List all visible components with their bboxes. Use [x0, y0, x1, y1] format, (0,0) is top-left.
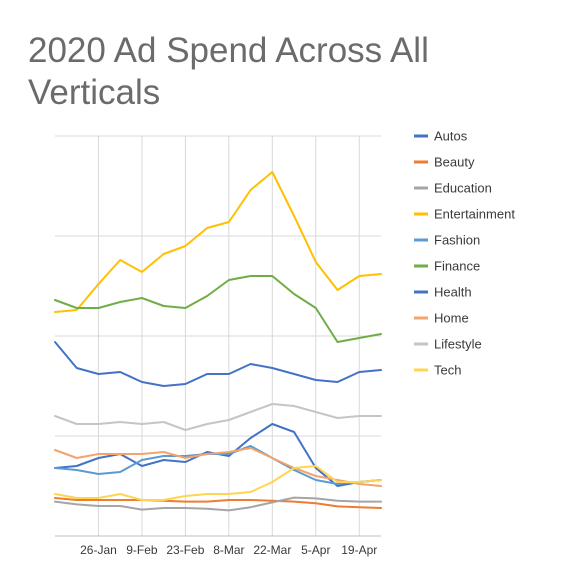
- legend-label-autos: Autos: [434, 129, 468, 144]
- series-line-home: [54, 447, 382, 487]
- series-layer: [54, 171, 382, 512]
- legend-label-fashion: Fashion: [434, 233, 480, 248]
- legend: Autos Beauty Education Entertainment Fashion…: [414, 129, 515, 378]
- series-line-tech: [54, 465, 382, 501]
- legend-label-education: Education: [434, 181, 492, 196]
- legend-label-health: Health: [434, 285, 472, 300]
- x-tick-label: 8-Mar: [213, 543, 244, 557]
- x-tick-label: 5-Apr: [301, 543, 330, 557]
- series-line-beauty: [54, 497, 382, 509]
- legend-label-home: Home: [434, 311, 469, 326]
- legend-label-beauty: Beauty: [434, 155, 475, 170]
- x-tick-label: 9-Feb: [126, 543, 158, 557]
- axis-layer: 26-Jan 9-Feb 23-Feb 8-Mar 22-Mar 5-Apr 19-Apr: [55, 535, 381, 557]
- legend-label-finance: Finance: [434, 259, 480, 274]
- x-tick-label: 19-Apr: [341, 543, 377, 557]
- x-tick-label: 23-Feb: [166, 543, 204, 557]
- series-line-education: [54, 496, 382, 512]
- x-tick-label: 26-Jan: [80, 543, 117, 557]
- legend-label-lifestyle: Lifestyle: [434, 337, 482, 352]
- chart-title: 2020 Ad Spend Across All Verticals: [28, 31, 429, 112]
- series-line-health: [54, 341, 382, 387]
- series-line-finance: [54, 275, 382, 343]
- series-line-entertainment: [54, 171, 382, 313]
- legend-label-entertainment: Entertainment: [434, 207, 515, 222]
- grid-layer: [55, 135, 381, 536]
- legend-label-tech: Tech: [434, 363, 461, 378]
- x-tick-label: 22-Mar: [253, 543, 291, 557]
- series-line-lifestyle: [54, 403, 382, 431]
